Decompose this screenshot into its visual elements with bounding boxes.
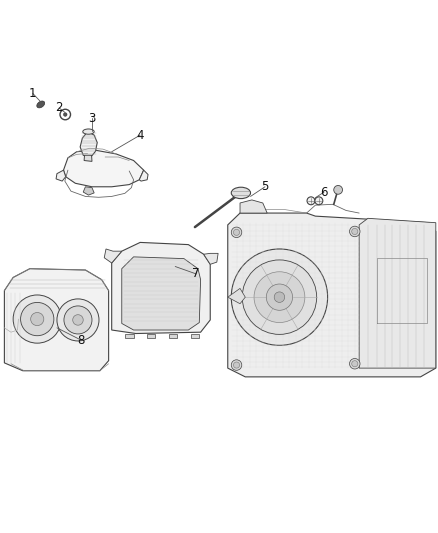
Polygon shape — [64, 150, 144, 187]
Text: 5: 5 — [261, 180, 268, 193]
Polygon shape — [191, 334, 199, 338]
Circle shape — [350, 359, 360, 369]
Text: 3: 3 — [88, 112, 95, 125]
Polygon shape — [4, 269, 109, 371]
Circle shape — [233, 362, 240, 368]
Polygon shape — [147, 334, 155, 338]
Polygon shape — [80, 132, 97, 157]
Circle shape — [254, 272, 305, 322]
Polygon shape — [240, 200, 267, 213]
Circle shape — [13, 295, 61, 343]
Polygon shape — [125, 334, 134, 338]
Circle shape — [350, 226, 360, 237]
Polygon shape — [112, 243, 210, 334]
Polygon shape — [228, 213, 436, 377]
Text: 8: 8 — [78, 334, 85, 346]
Circle shape — [266, 284, 293, 310]
Polygon shape — [228, 288, 245, 304]
Circle shape — [334, 185, 343, 194]
Circle shape — [307, 197, 315, 205]
Text: 1: 1 — [29, 87, 37, 100]
Circle shape — [231, 249, 328, 345]
Polygon shape — [83, 187, 94, 195]
Polygon shape — [122, 257, 201, 330]
Polygon shape — [84, 155, 92, 161]
Circle shape — [352, 229, 358, 235]
Polygon shape — [56, 170, 66, 181]
Text: 6: 6 — [320, 185, 328, 198]
Ellipse shape — [231, 187, 251, 199]
Ellipse shape — [37, 101, 45, 108]
Polygon shape — [169, 334, 177, 338]
Circle shape — [231, 360, 242, 370]
Circle shape — [21, 302, 54, 336]
Polygon shape — [139, 170, 148, 181]
Text: 2: 2 — [55, 101, 63, 115]
Circle shape — [31, 312, 44, 326]
Polygon shape — [359, 219, 436, 368]
Circle shape — [274, 292, 285, 302]
Text: 7: 7 — [192, 268, 200, 280]
Polygon shape — [104, 249, 122, 263]
Circle shape — [242, 260, 317, 334]
Circle shape — [233, 229, 240, 236]
Polygon shape — [204, 253, 218, 264]
Ellipse shape — [83, 129, 94, 134]
Circle shape — [73, 314, 83, 325]
Text: 4: 4 — [136, 128, 144, 142]
Circle shape — [57, 299, 99, 341]
Circle shape — [231, 227, 242, 238]
Circle shape — [64, 306, 92, 334]
Circle shape — [352, 361, 358, 367]
Circle shape — [64, 113, 67, 116]
Circle shape — [60, 109, 71, 120]
Circle shape — [315, 197, 323, 205]
